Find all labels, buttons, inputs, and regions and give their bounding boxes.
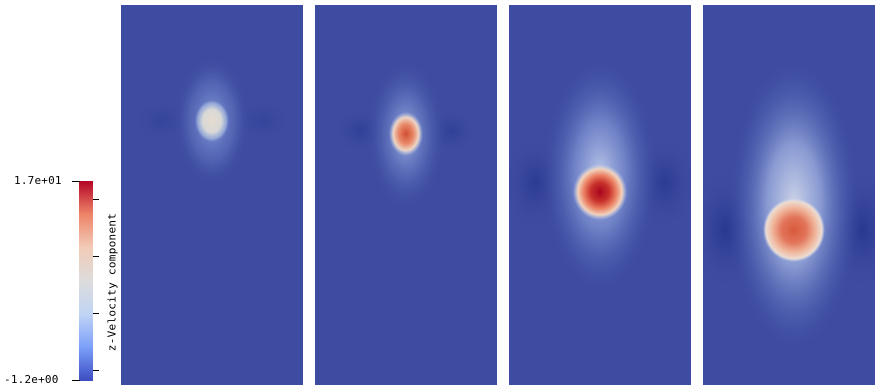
velocity-core <box>573 164 627 220</box>
colorbar-minor-tick <box>93 370 99 371</box>
velocity-panel-3 <box>509 5 691 385</box>
colorbar-minor-tick <box>93 199 99 200</box>
colorbar-minor-tick <box>93 313 99 314</box>
velocity-core <box>763 198 825 262</box>
velocity-core <box>195 100 229 142</box>
colorbar-max-label: 1.7e+01 <box>14 174 62 187</box>
velocity-field-1 <box>133 55 291 187</box>
velocity-panel-2 <box>315 5 497 385</box>
colorbar-legend: 1.7e+01 -1.2e+00 z-Velocity component <box>0 0 120 388</box>
colorbar-min-tick <box>72 380 80 381</box>
colorbar-title: z-Velocity component <box>105 212 119 352</box>
colorbar-gradient <box>79 181 93 381</box>
velocity-field-2 <box>334 57 478 213</box>
velocity-field-4 <box>703 55 875 355</box>
velocity-field-3 <box>509 55 691 295</box>
velocity-panel-1 <box>121 5 303 385</box>
colorbar-minor-tick <box>93 256 99 257</box>
velocity-panel-4 <box>703 5 875 385</box>
velocity-core <box>389 112 423 156</box>
colorbar-max-tick <box>72 181 80 182</box>
colorbar-min-label: -1.2e+00 <box>4 373 59 386</box>
